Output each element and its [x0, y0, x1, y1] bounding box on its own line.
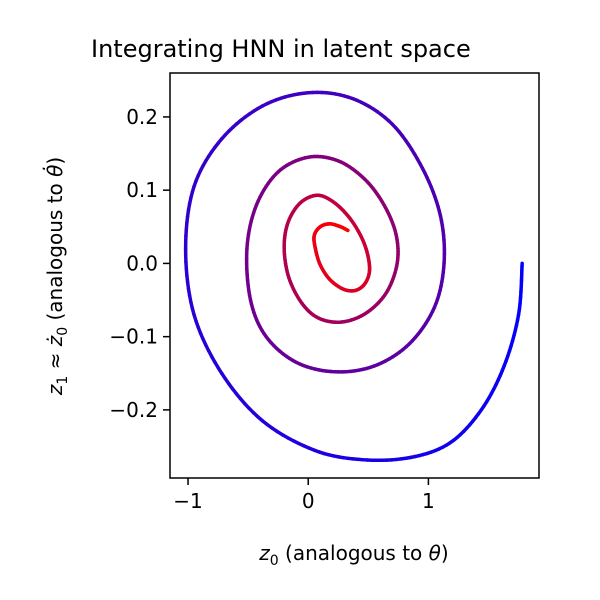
y-tick-label: 0.2: [126, 105, 158, 129]
y-tick-label: 0.0: [126, 251, 158, 275]
y-axis-label: z1 ≈ ż0 (analogous to θ̇): [42, 157, 71, 396]
x-tick-label: −1: [173, 489, 202, 513]
chart-title: Integrating HNN in latent space: [91, 35, 471, 63]
x-axis-label: z0 (analogous to θ): [258, 541, 448, 569]
y-tick-label: −0.1: [109, 325, 158, 349]
trajectory-curve: [183, 90, 524, 463]
y-tick-label: −0.2: [109, 398, 158, 422]
x-tick-label: 0: [302, 489, 315, 513]
x-tick-label: 1: [422, 489, 435, 513]
y-tick-label: 0.1: [126, 178, 158, 202]
y-axis: 0.2 0.1 0.0 −0.1 −0.2: [109, 105, 170, 422]
plot-frame: [169, 72, 540, 479]
x-axis: −1 0 1: [173, 478, 435, 513]
